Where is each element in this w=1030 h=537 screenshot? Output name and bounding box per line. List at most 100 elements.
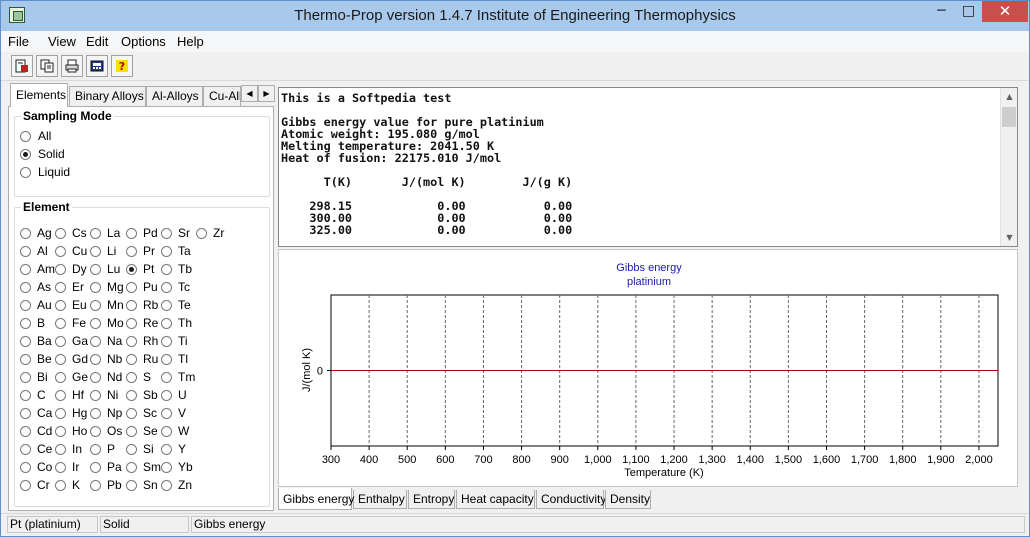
- radio-icon[interactable]: [55, 245, 66, 257]
- element-option-pu[interactable]: Pu: [126, 280, 162, 294]
- radio-icon[interactable]: [126, 425, 137, 437]
- radio-icon[interactable]: [90, 407, 101, 419]
- radio-icon[interactable]: [90, 245, 101, 257]
- radio-icon[interactable]: [90, 461, 101, 473]
- element-option-ag[interactable]: Ag: [20, 226, 56, 240]
- radio-icon[interactable]: [20, 299, 31, 311]
- radio-icon[interactable]: [161, 227, 172, 239]
- element-option-tm[interactable]: Tm: [161, 370, 197, 384]
- tab-gibbs-energy[interactable]: Gibbs energy: [278, 488, 354, 510]
- radio-icon[interactable]: [90, 389, 101, 401]
- element-option-zr[interactable]: Zr: [196, 226, 232, 240]
- sampling-solid-option[interactable]: Solid: [20, 147, 65, 161]
- element-option-in[interactable]: In: [55, 442, 91, 456]
- radio-icon[interactable]: [161, 335, 172, 347]
- element-option-ba[interactable]: Ba: [20, 334, 56, 348]
- radio-icon[interactable]: [90, 299, 101, 311]
- element-option-li[interactable]: Li: [90, 244, 126, 258]
- element-option-sc[interactable]: Sc: [126, 406, 162, 420]
- radio-icon[interactable]: [20, 263, 31, 275]
- element-option-tl[interactable]: Tl: [161, 352, 197, 366]
- radio-icon[interactable]: [161, 407, 172, 419]
- tab-entropy[interactable]: Entropy: [408, 490, 455, 509]
- scroll-down-arrow-icon[interactable]: ▼: [1006, 233, 1013, 242]
- element-option-cd[interactable]: Cd: [20, 424, 56, 438]
- element-option-s[interactable]: S: [126, 370, 162, 384]
- element-option-hf[interactable]: Hf: [55, 388, 91, 402]
- element-option-u[interactable]: U: [161, 388, 197, 402]
- radio-icon[interactable]: [90, 371, 101, 383]
- new-document-button[interactable]: [11, 55, 33, 77]
- radio-icon[interactable]: [161, 371, 172, 383]
- maximize-button[interactable]: □: [961, 3, 976, 19]
- element-option-b[interactable]: B: [20, 316, 56, 330]
- element-option-bi[interactable]: Bi: [20, 370, 56, 384]
- results-text-pane[interactable]: This is a Softpedia test Gibbs energy va…: [278, 87, 1018, 247]
- tab-al-alloys[interactable]: Al-Alloys: [146, 86, 203, 107]
- radio-icon[interactable]: [161, 245, 172, 257]
- radio-icon[interactable]: [55, 443, 66, 455]
- radio-icon[interactable]: [90, 227, 101, 239]
- radio-icon[interactable]: [55, 317, 66, 329]
- element-option-ta[interactable]: Ta: [161, 244, 197, 258]
- radio-icon[interactable]: [90, 425, 101, 437]
- tab-binary-alloys[interactable]: Binary Alloys: [69, 86, 146, 107]
- menu-edit[interactable]: Edit: [86, 34, 109, 49]
- app-icon[interactable]: [9, 7, 25, 23]
- element-option-eu[interactable]: Eu: [55, 298, 91, 312]
- sampling-all-option[interactable]: All: [20, 129, 51, 143]
- radio-icon[interactable]: [20, 371, 31, 383]
- radio-icon[interactable]: [90, 443, 101, 455]
- element-option-sm[interactable]: Sm: [126, 460, 162, 474]
- radio-icon[interactable]: [161, 479, 172, 491]
- element-option-mn[interactable]: Mn: [90, 298, 126, 312]
- element-option-pr[interactable]: Pr: [126, 244, 162, 258]
- element-option-cr[interactable]: Cr: [20, 478, 56, 492]
- radio-icon[interactable]: [20, 479, 31, 491]
- element-option-nb[interactable]: Nb: [90, 352, 126, 366]
- calculator-button[interactable]: [86, 55, 108, 77]
- element-option-mo[interactable]: Mo: [90, 316, 126, 330]
- tab-cu-alloys[interactable]: Cu-Allo: [203, 86, 241, 107]
- radio-icon[interactable]: [126, 389, 137, 401]
- element-option-v[interactable]: V: [161, 406, 197, 420]
- tab-heat-capacity[interactable]: Heat capacity: [456, 490, 535, 509]
- element-option-hg[interactable]: Hg: [55, 406, 91, 420]
- element-option-la[interactable]: La: [90, 226, 126, 240]
- menu-view[interactable]: View: [48, 34, 76, 49]
- radio-icon[interactable]: [126, 281, 137, 293]
- radio-icon[interactable]: [126, 461, 137, 473]
- element-option-al[interactable]: Al: [20, 244, 56, 258]
- radio-icon[interactable]: [126, 479, 137, 491]
- element-option-p[interactable]: P: [90, 442, 126, 456]
- element-option-pd[interactable]: Pd: [126, 226, 162, 240]
- element-option-ru[interactable]: Ru: [126, 352, 162, 366]
- element-option-y[interactable]: Y: [161, 442, 197, 456]
- element-option-tc[interactable]: Tc: [161, 280, 197, 294]
- element-option-ge[interactable]: Ge: [55, 370, 91, 384]
- element-option-co[interactable]: Co: [20, 460, 56, 474]
- element-option-nd[interactable]: Nd: [90, 370, 126, 384]
- element-option-ce[interactable]: Ce: [20, 442, 56, 456]
- radio-icon[interactable]: [161, 317, 172, 329]
- radio-icon[interactable]: [161, 281, 172, 293]
- radio-icon[interactable]: [55, 389, 66, 401]
- radio-icon[interactable]: [126, 335, 137, 347]
- element-option-am[interactable]: Am: [20, 262, 56, 276]
- radio-icon[interactable]: [161, 425, 172, 437]
- radio-icon[interactable]: [20, 335, 31, 347]
- element-option-w[interactable]: W: [161, 424, 197, 438]
- element-option-ir[interactable]: Ir: [55, 460, 91, 474]
- element-option-cu[interactable]: Cu: [55, 244, 91, 258]
- help-button[interactable]: ?: [111, 55, 133, 77]
- radio-icon[interactable]: [20, 389, 31, 401]
- radio-icon[interactable]: [20, 227, 31, 239]
- radio-icon[interactable]: [20, 353, 31, 365]
- element-option-th[interactable]: Th: [161, 316, 197, 330]
- element-option-au[interactable]: Au: [20, 298, 56, 312]
- radio-icon[interactable]: [55, 263, 66, 275]
- print-button[interactable]: [61, 55, 83, 77]
- element-option-np[interactable]: Np: [90, 406, 126, 420]
- element-option-fe[interactable]: Fe: [55, 316, 91, 330]
- tab-density[interactable]: Density: [605, 490, 651, 509]
